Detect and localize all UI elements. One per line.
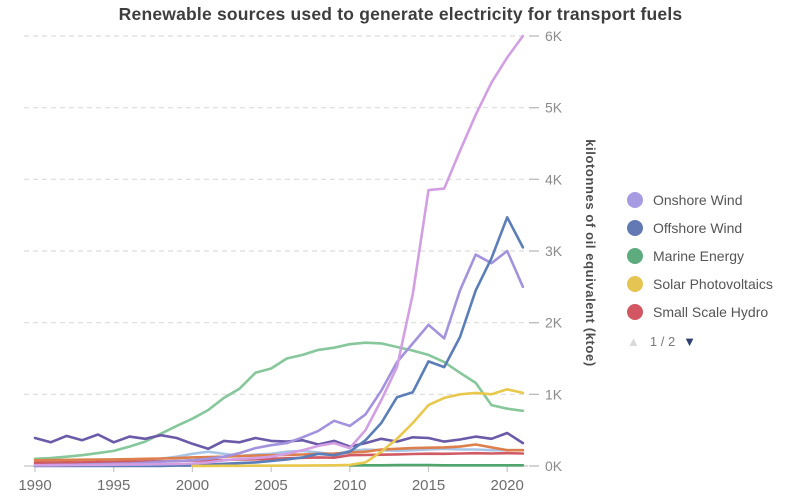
legend-swatch-icon bbox=[627, 192, 643, 208]
chart-title: Renewable sources used to generate elect… bbox=[118, 4, 683, 24]
legend-item-offshore-wind[interactable]: Offshore Wind bbox=[627, 214, 773, 242]
legend-item-label: Offshore Wind bbox=[653, 220, 743, 236]
series-line-unlabeled-dark-purple-legend-page-2 bbox=[33, 431, 525, 451]
y-tick-label: 3K bbox=[545, 243, 563, 259]
y-tick-label: 0K bbox=[545, 458, 563, 474]
legend-item-small-scale-hydro[interactable]: Small Scale Hydro bbox=[627, 298, 773, 326]
legend-item-label: Solar Photovoltaics bbox=[653, 276, 773, 292]
legend-item-solar-photovoltaics[interactable]: Solar Photovoltaics bbox=[627, 270, 773, 298]
x-tick-label: 1990 bbox=[18, 477, 51, 494]
legend-item-label: Small Scale Hydro bbox=[653, 304, 769, 320]
legend-items: Onshore Wind Offshore Wind Marine Energy So… bbox=[627, 186, 773, 326]
series-line-small-scale-hydro bbox=[33, 451, 525, 465]
series-line-unlabeled-light-green-legend-page-2 bbox=[33, 341, 525, 461]
legend-item-onshore-wind[interactable]: Onshore Wind bbox=[627, 186, 773, 214]
series-line-unlabeled-violet-legend-page-2 bbox=[33, 34, 525, 467]
y-tick-label: 5K bbox=[545, 100, 563, 116]
legend-item-marine-energy[interactable]: Marine Energy bbox=[627, 242, 773, 270]
y-tick-label: 6K bbox=[545, 28, 563, 44]
legend-item-label: Onshore Wind bbox=[653, 192, 743, 208]
legend-pagination: ▲ 1 / 2 ▼ bbox=[627, 328, 773, 354]
legend-swatch-icon bbox=[627, 248, 643, 264]
legend-swatch-icon bbox=[627, 276, 643, 292]
legend-item-label: Marine Energy bbox=[653, 248, 745, 264]
legend-page-up-icon[interactable]: ▲ bbox=[627, 333, 640, 349]
y-tick-label: 4K bbox=[545, 171, 563, 187]
series-line-offshore-wind bbox=[33, 216, 525, 468]
x-tick-label: 2005 bbox=[254, 477, 287, 494]
x-tick-label: 2015 bbox=[412, 477, 445, 494]
x-tick-label: 2010 bbox=[333, 477, 366, 494]
legend-swatch-icon bbox=[627, 304, 643, 320]
series-line-solar-photovoltaics bbox=[191, 387, 525, 468]
y-tick-label: 2K bbox=[545, 315, 563, 331]
y-tick-label: 1K bbox=[545, 386, 563, 402]
y-axis-title: kilotonnes of oil equivalent (ktoe) bbox=[583, 139, 598, 367]
legend: Onshore Wind Offshore Wind Marine Energy So… bbox=[627, 186, 773, 354]
legend-swatch-icon bbox=[627, 220, 643, 236]
legend-page-indicator: 1 / 2 bbox=[649, 333, 676, 349]
legend-page-down-icon[interactable]: ▼ bbox=[683, 333, 697, 349]
x-tick-label: 1995 bbox=[97, 477, 130, 494]
x-tick-label: 2000 bbox=[176, 477, 209, 494]
x-tick-label: 2020 bbox=[491, 477, 524, 494]
